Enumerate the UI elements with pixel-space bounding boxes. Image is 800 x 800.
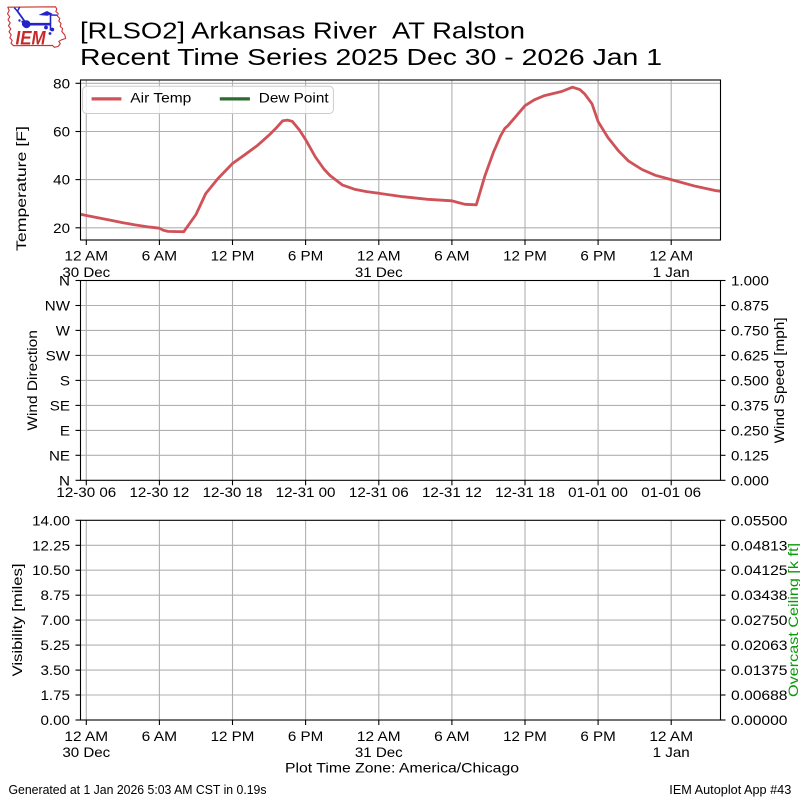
svg-text:12 AM: 12 AM xyxy=(649,728,693,744)
svg-text:IEM: IEM xyxy=(16,29,47,50)
svg-text:Wind Speed [mph]: Wind Speed [mph] xyxy=(771,317,787,443)
svg-text:1 Jan: 1 Jan xyxy=(653,264,690,280)
svg-text:0.125: 0.125 xyxy=(731,447,769,463)
svg-text:0.00000: 0.00000 xyxy=(731,712,788,728)
svg-text:30 Dec: 30 Dec xyxy=(62,264,110,280)
svg-text:20: 20 xyxy=(53,220,70,236)
svg-text:12-31 12: 12-31 12 xyxy=(422,484,482,500)
svg-text:0.00688: 0.00688 xyxy=(731,687,788,703)
svg-text:31 Dec: 31 Dec xyxy=(355,744,403,760)
svg-text:12 AM: 12 AM xyxy=(64,728,108,744)
svg-text:S: S xyxy=(60,372,70,388)
svg-text:Dew Point: Dew Point xyxy=(259,90,329,106)
svg-text:12-30 06: 12-30 06 xyxy=(56,484,116,500)
svg-text:8.75: 8.75 xyxy=(41,587,71,603)
svg-text:IEM Autoplot App #43: IEM Autoplot App #43 xyxy=(669,783,791,797)
svg-text:0.02750: 0.02750 xyxy=(731,612,788,628)
svg-text:01-01 00: 01-01 00 xyxy=(568,484,628,500)
svg-text:31 Dec: 31 Dec xyxy=(355,264,403,280)
svg-text:0.01375: 0.01375 xyxy=(731,662,788,678)
svg-text:6 AM: 6 AM xyxy=(434,728,469,744)
svg-text:12 AM: 12 AM xyxy=(649,248,693,264)
svg-text:12 PM: 12 PM xyxy=(503,728,547,744)
svg-text:12-30 12: 12-30 12 xyxy=(130,484,190,500)
svg-text:7.00: 7.00 xyxy=(41,612,71,628)
svg-text:12 PM: 12 PM xyxy=(503,248,547,264)
svg-text:6 AM: 6 AM xyxy=(142,728,177,744)
svg-text:Recent Time Series 2025 Dec 30: Recent Time Series 2025 Dec 30 - 2026 Ja… xyxy=(80,44,662,70)
svg-text:12 AM: 12 AM xyxy=(64,248,108,264)
svg-text:1.000: 1.000 xyxy=(731,273,769,289)
svg-text:Plot Time Zone: America/Chicag: Plot Time Zone: America/Chicago xyxy=(285,760,519,776)
svg-text:SE: SE xyxy=(50,397,70,413)
svg-text:1 Jan: 1 Jan xyxy=(653,744,690,760)
svg-text:0.05500: 0.05500 xyxy=(731,512,788,528)
svg-text:Generated at 1 Jan 2026 5:03 A: Generated at 1 Jan 2026 5:03 AM CST in 0… xyxy=(9,783,267,797)
svg-text:Air Temp: Air Temp xyxy=(130,90,191,106)
svg-text:12 AM: 12 AM xyxy=(357,248,401,264)
svg-text:6 PM: 6 PM xyxy=(580,248,615,264)
svg-text:0.750: 0.750 xyxy=(731,322,769,338)
svg-text:14.00: 14.00 xyxy=(32,512,70,528)
svg-text:[RLSO2] Arkansas River AT Ral: [RLSO2] Arkansas River AT Ralston xyxy=(80,17,525,43)
svg-text:0.02063: 0.02063 xyxy=(731,637,788,653)
svg-text:01-01 06: 01-01 06 xyxy=(641,484,701,500)
svg-text:N: N xyxy=(59,472,70,488)
svg-text:0.875: 0.875 xyxy=(731,298,769,314)
svg-text:SW: SW xyxy=(46,347,71,363)
svg-text:6 PM: 6 PM xyxy=(288,728,323,744)
svg-text:6 AM: 6 AM xyxy=(142,248,177,264)
svg-text:6 PM: 6 PM xyxy=(288,248,323,264)
svg-text:NW: NW xyxy=(45,298,71,314)
svg-text:80: 80 xyxy=(53,75,70,91)
svg-text:Visibility [miles]: Visibility [miles] xyxy=(9,564,25,677)
svg-text:NE: NE xyxy=(49,447,70,463)
svg-text:0.375: 0.375 xyxy=(731,397,769,413)
svg-text:5.25: 5.25 xyxy=(41,637,71,653)
svg-text:12-31 18: 12-31 18 xyxy=(495,484,555,500)
svg-text:40: 40 xyxy=(53,172,70,188)
svg-text:0.500: 0.500 xyxy=(731,372,769,388)
svg-text:0.250: 0.250 xyxy=(731,422,769,438)
svg-text:0.04813: 0.04813 xyxy=(731,537,788,553)
svg-text:12-31 06: 12-31 06 xyxy=(349,484,409,500)
svg-text:E: E xyxy=(60,422,70,438)
svg-text:W: W xyxy=(56,322,71,338)
svg-text:12 AM: 12 AM xyxy=(357,728,401,744)
svg-text:12-30 18: 12-30 18 xyxy=(203,484,263,500)
svg-text:6 PM: 6 PM xyxy=(580,728,615,744)
svg-text:3.50: 3.50 xyxy=(41,662,71,678)
svg-text:6 AM: 6 AM xyxy=(434,248,469,264)
svg-text:0.03438: 0.03438 xyxy=(731,587,788,603)
svg-text:0.625: 0.625 xyxy=(731,347,769,363)
svg-text:0.000: 0.000 xyxy=(731,472,769,488)
svg-text:12-31 00: 12-31 00 xyxy=(276,484,336,500)
svg-text:30 Dec: 30 Dec xyxy=(62,744,110,760)
svg-text:60: 60 xyxy=(53,124,70,140)
svg-text:Overcast Ceiling [k ft]: Overcast Ceiling [k ft] xyxy=(785,543,800,697)
svg-text:0.00: 0.00 xyxy=(41,712,71,728)
svg-text:N: N xyxy=(59,273,70,289)
svg-text:Temperature [F]: Temperature [F] xyxy=(13,126,29,251)
svg-text:10.50: 10.50 xyxy=(32,562,70,578)
svg-text:1.75: 1.75 xyxy=(41,687,71,703)
svg-text:12.25: 12.25 xyxy=(32,537,70,553)
svg-text:Wind Direction: Wind Direction xyxy=(24,330,40,431)
svg-text:12 PM: 12 PM xyxy=(211,248,255,264)
svg-text:12 PM: 12 PM xyxy=(211,728,255,744)
svg-text:0.04125: 0.04125 xyxy=(731,562,788,578)
